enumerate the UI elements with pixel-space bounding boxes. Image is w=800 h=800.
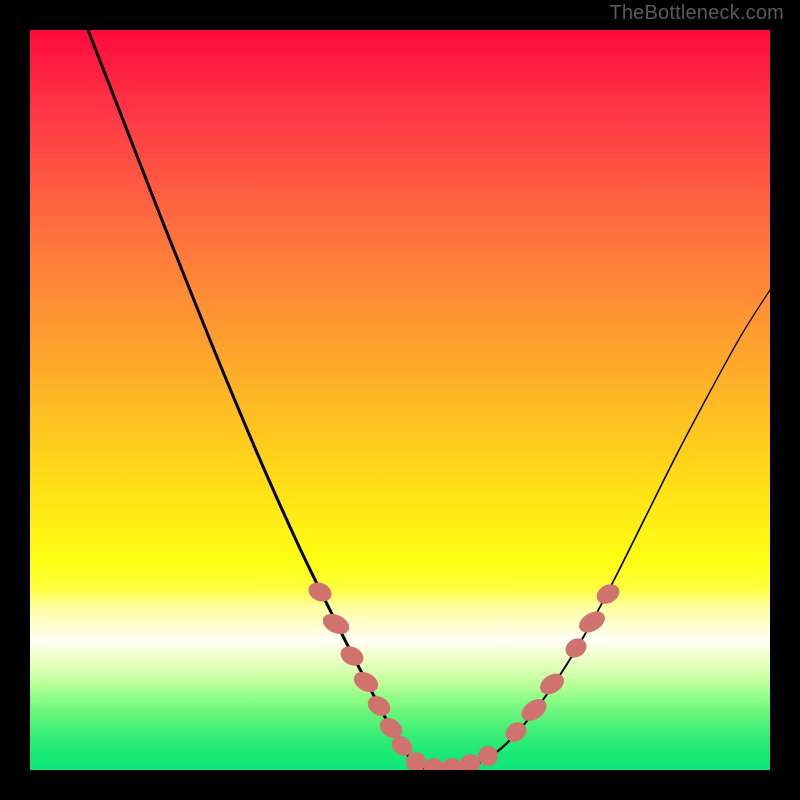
- watermark-text: TheBottleneck.com: [609, 2, 784, 25]
- plot-background: [30, 30, 770, 770]
- bottleneck-chart: [0, 0, 800, 800]
- curve-marker: [406, 752, 426, 772]
- curve-marker: [478, 746, 498, 766]
